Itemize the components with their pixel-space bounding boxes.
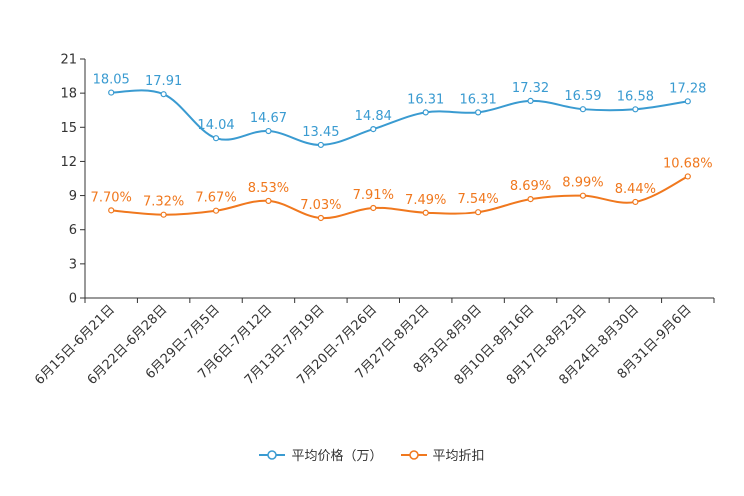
series-price-data-label: 17.28 [669, 81, 706, 96]
legend-price-swatch-icon [259, 449, 286, 460]
series-price-point[interactable] [422, 109, 429, 116]
y-tick-label: 21 [60, 53, 77, 68]
y-axis: 0 3 6 9 12 15 18 21 [60, 53, 86, 307]
series-discount-point[interactable] [475, 209, 482, 216]
series-price-data-label: 14.04 [197, 118, 234, 133]
series-discount-data-label: 8.44% [615, 182, 656, 197]
series-price-point[interactable] [684, 98, 691, 105]
series-discount-data-label: 7.70% [91, 190, 132, 205]
series-discount-data-label: 8.53% [248, 181, 289, 196]
legend-discount-label: 平均折扣 [432, 449, 485, 464]
series-discount-point[interactable] [317, 214, 324, 222]
series-discount-data-label: 8.69% [510, 179, 551, 194]
series-price-point[interactable] [475, 109, 482, 116]
y-tick-label: 6 [69, 223, 77, 238]
legend: 平均价格（万） 平均折扣 [0, 445, 744, 464]
y-tick-label: 18 [60, 87, 77, 102]
series-price-data-label: 16.59 [564, 89, 601, 104]
series-discount-point[interactable] [160, 211, 167, 218]
series-discount-data-label: 8.99% [562, 176, 603, 191]
series-discount-data-label: 7.67% [195, 191, 236, 206]
series-price-point[interactable] [108, 89, 115, 96]
series-discount-point[interactable] [370, 204, 377, 212]
series-price-data-label: 16.31 [460, 92, 497, 107]
series-price-point[interactable] [160, 91, 167, 98]
series-price-data-label: 17.32 [512, 81, 549, 96]
y-tick-label: 3 [69, 257, 77, 272]
series-discount-point[interactable] [422, 209, 429, 216]
series-discount-point[interactable] [108, 207, 115, 214]
series-discount-data-label: 7.91% [353, 188, 394, 203]
legend-item-price[interactable]: 平均价格（万） [259, 445, 383, 464]
y-tick-label: 9 [69, 189, 77, 204]
series-price-point[interactable] [265, 127, 272, 135]
series-price-line [111, 89, 688, 146]
series-price-point[interactable] [527, 97, 534, 104]
series-discount-point[interactable] [527, 195, 534, 203]
series-discount-point[interactable] [579, 192, 587, 199]
y-tick-label: 0 [69, 292, 77, 307]
series-price-point[interactable] [632, 106, 639, 113]
y-tick-label: 15 [60, 121, 77, 136]
series-discount-data-label: 10.68% [663, 156, 713, 171]
series-price-data-label: 14.84 [355, 109, 392, 124]
series-price-point[interactable] [579, 106, 587, 113]
series-discount-point[interactable] [265, 197, 272, 205]
series-price-point[interactable] [317, 141, 324, 149]
y-tick-label: 12 [60, 155, 77, 170]
series-discount: 7.70% 7.32% 7.67% 8.53% 7.03% 7.91% 7.49% 7.54%… [91, 156, 713, 222]
series-discount-data-label: 7.54% [457, 192, 498, 207]
series-price: 18.05 17.91 14.04 14.67 13.45 14.84 16.31 16.31… [93, 73, 706, 149]
series-price-data-label: 13.45 [302, 125, 339, 140]
legend-price-label: 平均价格（万） [291, 449, 383, 464]
series-price-point[interactable] [212, 135, 220, 142]
series-price-data-label: 16.58 [617, 89, 654, 104]
series-discount-point[interactable] [684, 173, 691, 180]
legend-item-discount[interactable]: 平均折扣 [400, 445, 485, 464]
series-price-data-label: 14.67 [250, 111, 287, 126]
series-price-point[interactable] [370, 126, 377, 133]
legend-discount-swatch-icon [400, 449, 427, 460]
series-discount-point[interactable] [632, 198, 639, 206]
series-discount-line [111, 175, 689, 219]
x-axis: 6月15日-6月21日6月22日-6月28日6月29日-7月5日7月6日-7月1… [32, 297, 715, 388]
series-discount-point[interactable] [212, 207, 220, 214]
series-price-data-label: 18.05 [93, 73, 130, 88]
series-discount-data-label: 7.03% [300, 198, 341, 213]
series-layer: 18.05 17.91 14.04 14.67 13.45 14.84 16.31 16.31… [91, 73, 713, 222]
series-price-data-label: 16.31 [407, 92, 444, 107]
series-price-data-label: 17.91 [145, 74, 182, 89]
series-discount-data-label: 7.32% [143, 195, 184, 210]
series-discount-data-label: 7.49% [405, 193, 446, 208]
